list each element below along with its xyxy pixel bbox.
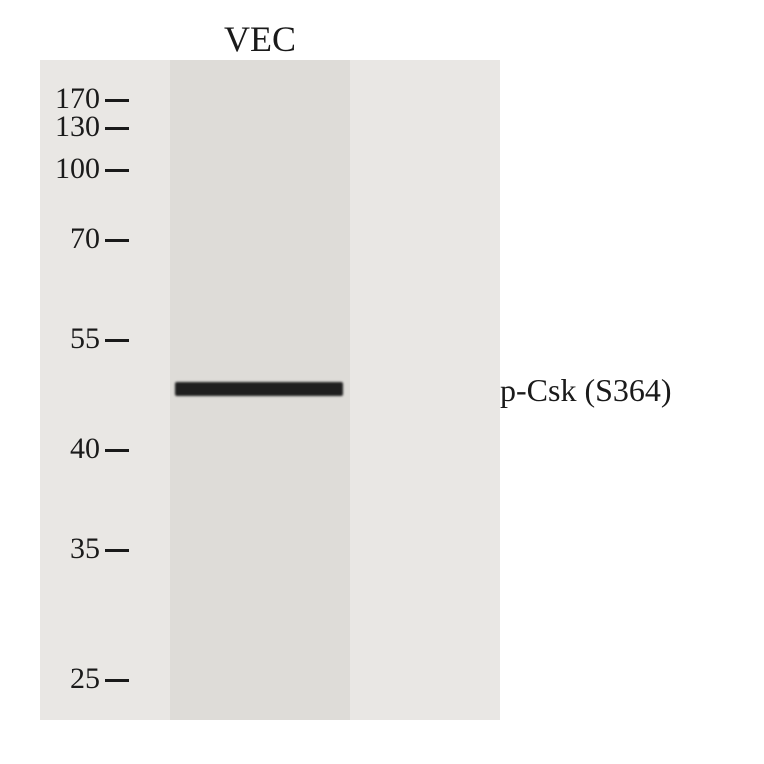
mw-tick — [105, 127, 129, 130]
mw-tick — [105, 99, 129, 102]
mw-tick — [105, 679, 129, 682]
mw-tick — [105, 549, 129, 552]
mw-label: 25 — [30, 662, 100, 696]
band-annotation: p-Csk (S364) — [500, 372, 672, 409]
mw-label: 100 — [30, 152, 100, 186]
protein-band — [175, 382, 343, 396]
mw-tick — [105, 239, 129, 242]
mw-tick — [105, 169, 129, 172]
mw-tick — [105, 449, 129, 452]
mw-label: 40 — [30, 432, 100, 466]
mw-label: 130 — [30, 110, 100, 144]
figure-canvas: VEC 1701301007055403525 p-Csk (S364) — [0, 0, 764, 764]
mw-tick — [105, 339, 129, 342]
mw-label: 55 — [30, 322, 100, 356]
mw-label: 35 — [30, 532, 100, 566]
mw-label: 70 — [30, 222, 100, 256]
lane-label: VEC — [170, 18, 350, 60]
